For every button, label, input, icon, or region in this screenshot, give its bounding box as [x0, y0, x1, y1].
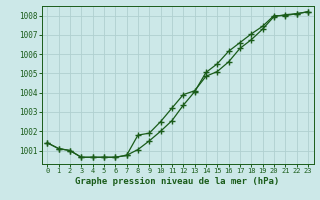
X-axis label: Graphe pression niveau de la mer (hPa): Graphe pression niveau de la mer (hPa)	[76, 177, 280, 186]
